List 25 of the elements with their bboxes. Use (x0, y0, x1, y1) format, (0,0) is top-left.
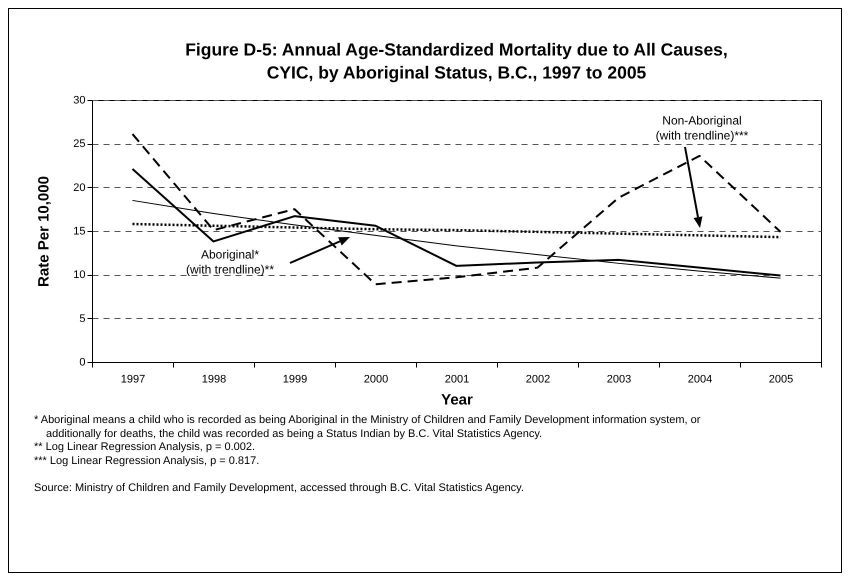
chart-title: Figure D-5: Annual Age-Standardized Mortality due to All Causes, CYIC, by Aboriginal Status, B.C., 1997 to 2005 (185, 40, 728, 82)
annotation: Aboriginal* (with trendline)** (186, 248, 274, 276)
source-note: Source: Ministry of Children and Family Development, accessed through B.C. Vital Statistics Agency. (34, 482, 525, 496)
x-tick-label: 1997 (120, 374, 146, 386)
y-tick-label: 0 (79, 356, 86, 368)
x-tick-label: 2003 (606, 374, 632, 386)
x-tick-label: 2000 (364, 374, 388, 386)
annotation: Non-Aboriginal (with trendline)*** (656, 114, 749, 142)
text: * Aboriginal means a child who is recorded as being Aboriginal in the Ministry of Children and Family Development information system, or additionally for deaths, the child was recorded as being a Status Indian by B.C. Vital Statistics Agency. (34, 414, 702, 441)
x-axis-title: Year (441, 392, 474, 408)
y-axis-title: Rate Per 10,000 (35, 176, 52, 287)
y-tick-label: 5 (79, 312, 86, 325)
text: ** Log Linear Regression Analysis, p = 0.002. (34, 441, 256, 454)
y-tick-label: 15 (73, 226, 86, 238)
y-tick-label: 10 (73, 269, 86, 282)
y-tick-label: 20 (73, 182, 86, 194)
text: *** Log Linear Regression Analysis, p = 0.817. (34, 454, 260, 468)
x-tick-label: 2004 (688, 374, 712, 386)
x-tick-label: 1999 (282, 374, 308, 386)
x-tick-label: 2005 (768, 374, 794, 386)
x-tick-label: 1998 (202, 374, 226, 386)
x-tick-label: 2001 (444, 374, 470, 386)
y-tick-label: 30 (73, 94, 86, 106)
y-tick-label: 25 (73, 138, 86, 150)
x-tick-label: 2002 (526, 374, 550, 386)
